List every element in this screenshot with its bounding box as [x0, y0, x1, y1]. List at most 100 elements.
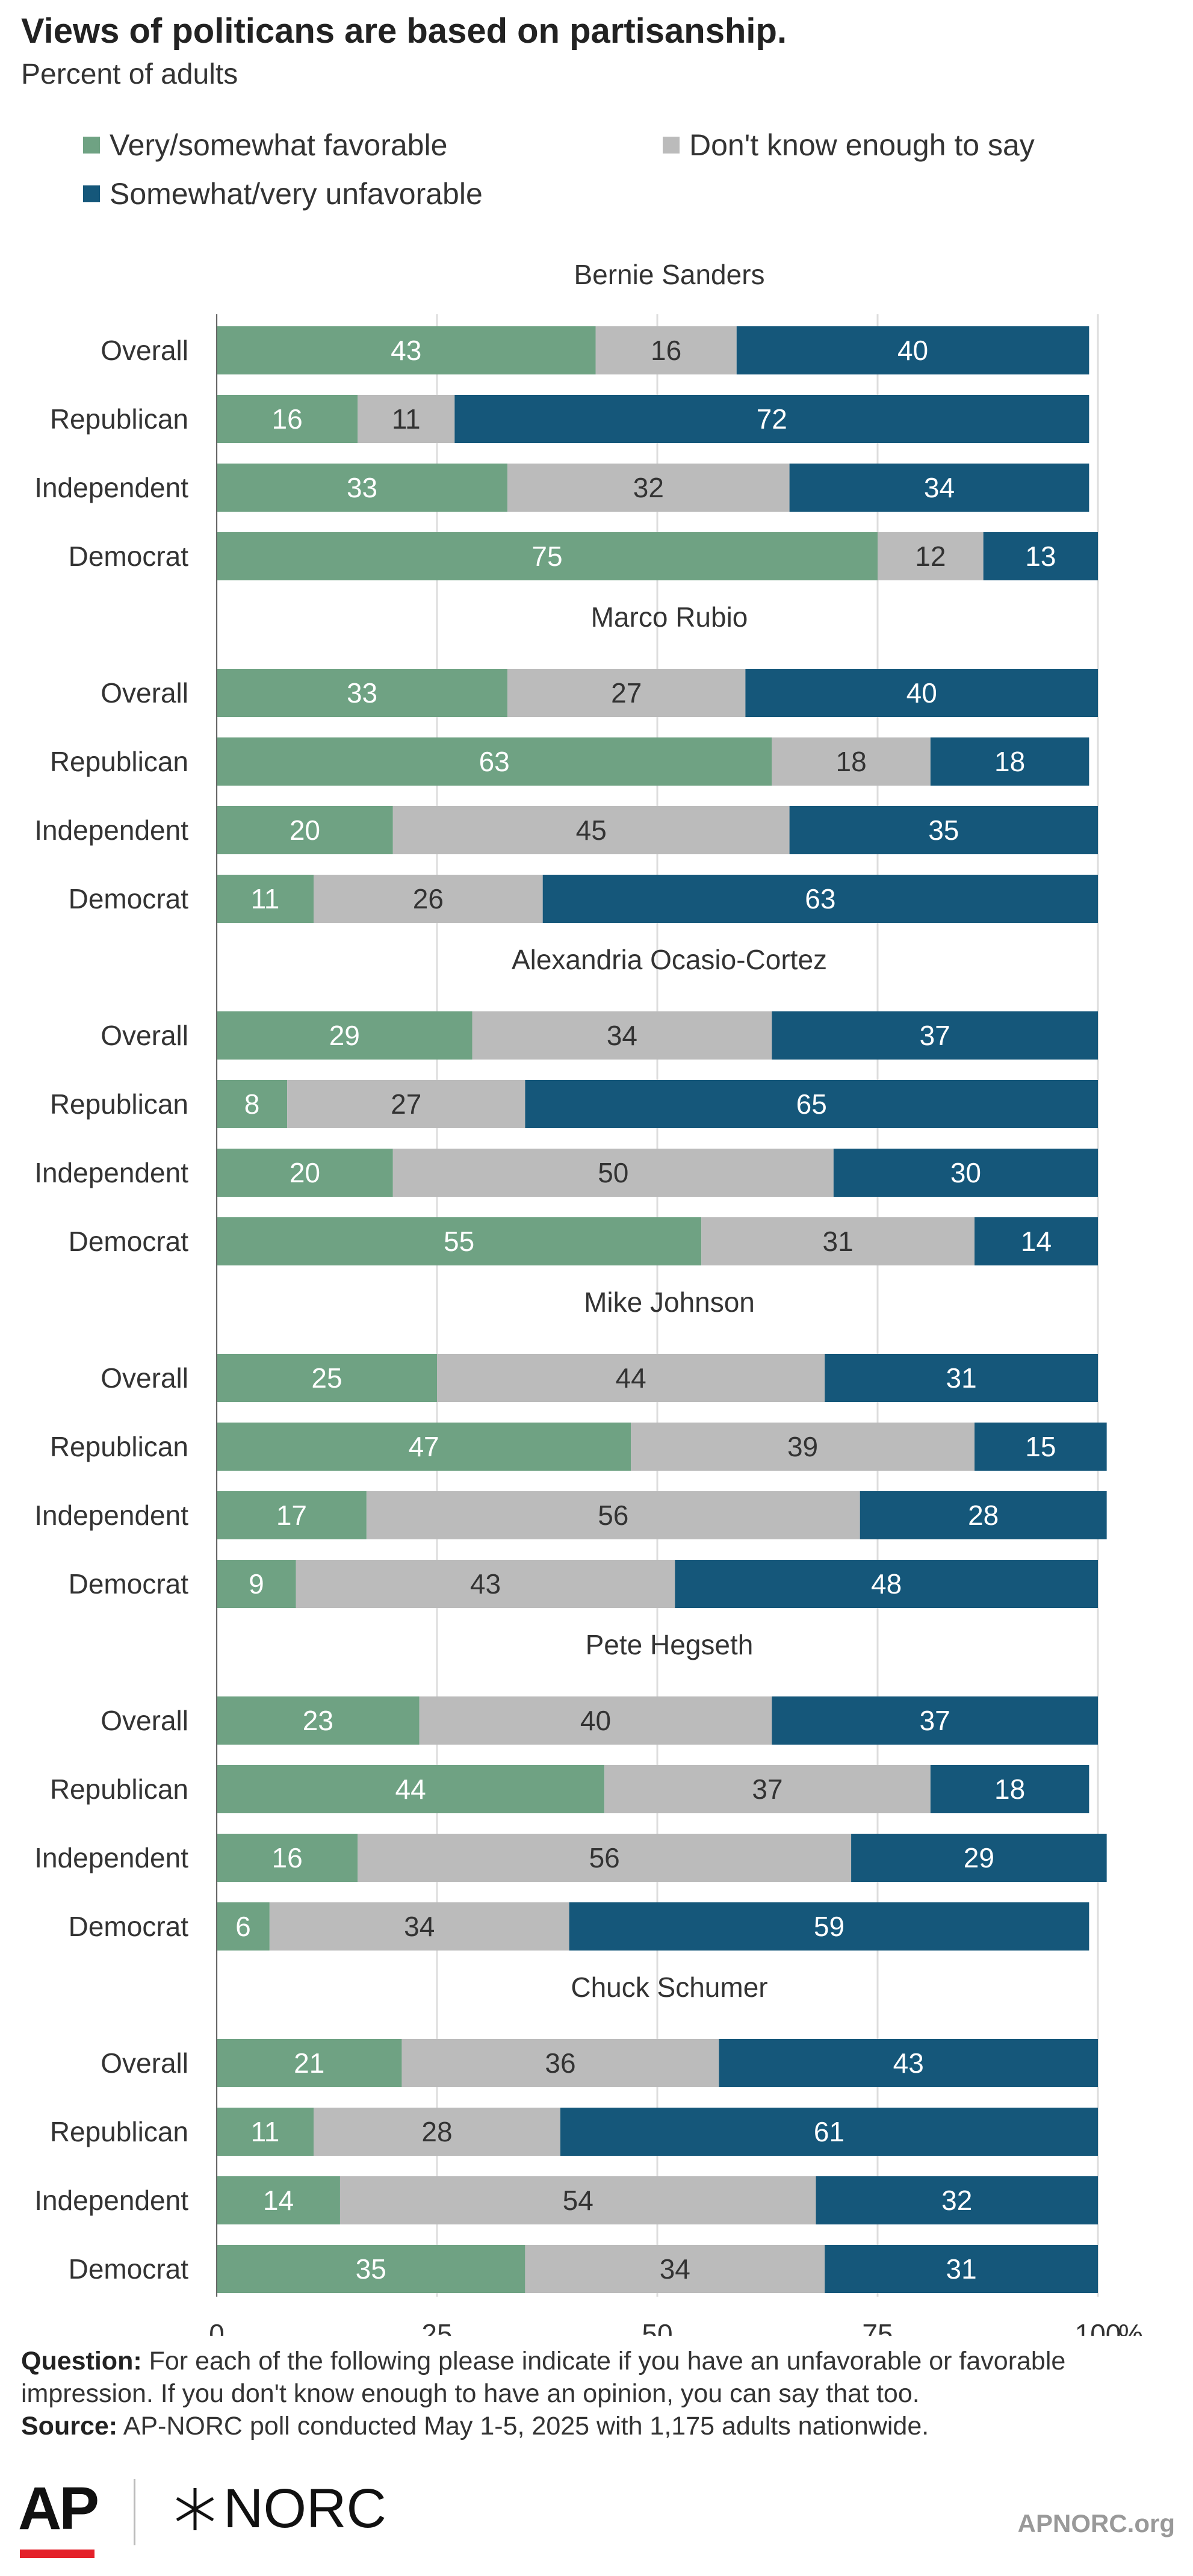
data-label-dont-know: 37 — [752, 1774, 782, 1805]
data-label-favorable: 35 — [356, 2253, 386, 2285]
bar-segment-favorable — [217, 1834, 358, 1882]
legend-item-dont-know: Don't know enough to say — [663, 128, 1035, 163]
x-axis-unit: % — [1118, 2318, 1143, 2336]
bar-segment-unfavorable — [816, 2176, 1098, 2224]
data-label-dont-know: 36 — [545, 2047, 575, 2079]
data-label-unfavorable: 72 — [757, 403, 787, 435]
data-label-favorable: 23 — [303, 1705, 333, 1736]
data-label-dont-know: 45 — [576, 815, 607, 846]
bar-segment-favorable — [217, 1217, 702, 1265]
bar-segment-favorable — [217, 532, 878, 580]
legend-label-favorable: Very/somewhat favorable — [110, 128, 448, 162]
row-label: Democrat — [69, 541, 189, 572]
bar-segment-dont-know — [604, 1765, 931, 1813]
norc-logo: NORC — [172, 2477, 386, 2540]
bar-segment-dont-know — [472, 1011, 772, 1060]
data-label-favorable: 20 — [290, 815, 320, 846]
norc-star-icon — [176, 2488, 214, 2530]
bar-segment-dont-know — [314, 875, 543, 923]
data-label-unfavorable: 18 — [994, 746, 1025, 777]
source-note: Source: AP-NORC poll conducted May 1-5, … — [21, 2410, 1177, 2442]
bar-segment-favorable — [217, 2176, 340, 2224]
bar-segment-unfavorable — [975, 1423, 1107, 1471]
legend-label-dont-know: Don't know enough to say — [689, 128, 1035, 162]
bar-segment-dont-know — [701, 1217, 975, 1265]
bar-segment-dont-know — [366, 1491, 860, 1539]
data-label-unfavorable: 28 — [968, 1500, 999, 1531]
data-label-favorable: 25 — [311, 1362, 342, 1394]
bar-segment-dont-know — [339, 2176, 816, 2224]
bar-segment-dont-know — [401, 2039, 719, 2087]
bar-segment-favorable — [217, 1011, 473, 1060]
x-tick-label-50: 50 — [642, 2318, 672, 2336]
data-label-dont-know: 12 — [915, 541, 946, 572]
row-label: Democrat — [69, 883, 189, 914]
row-label: Overall — [101, 1020, 188, 1051]
data-label-favorable: 55 — [444, 1226, 474, 1257]
data-label-favorable: 43 — [391, 335, 421, 366]
data-label-favorable: 16 — [272, 1842, 303, 1873]
data-label-dont-know: 40 — [580, 1705, 611, 1736]
bar-segment-dont-know — [507, 464, 790, 512]
row-label: Republican — [50, 403, 188, 435]
data-label-dont-know: 18 — [835, 746, 866, 777]
bar-segment-unfavorable — [736, 326, 1089, 374]
bar-segment-unfavorable — [789, 806, 1098, 854]
row-label: Republican — [50, 746, 188, 777]
data-label-unfavorable: 29 — [964, 1842, 994, 1873]
row-label: Republican — [50, 1431, 188, 1462]
bar-segment-dont-know — [287, 1080, 525, 1128]
bar-segment-unfavorable — [525, 1080, 1098, 1128]
row-label: Overall — [101, 1362, 188, 1394]
bar-segment-dont-know — [437, 1354, 825, 1402]
bar-segment-dont-know — [269, 1902, 569, 1951]
bar-segment-unfavorable — [719, 2039, 1098, 2087]
data-label-favorable: 8 — [244, 1088, 260, 1120]
chart-title: Views of politicans are based on partisa… — [21, 11, 787, 51]
data-label-favorable: 33 — [347, 472, 377, 503]
row-label: Democrat — [69, 1226, 189, 1257]
data-label-favorable: 20 — [290, 1157, 320, 1188]
question-label: Question: — [21, 2347, 142, 2376]
data-label-unfavorable: 37 — [920, 1020, 950, 1051]
bar-segment-dont-know — [358, 395, 455, 443]
row-label: Independent — [34, 815, 188, 846]
data-label-unfavorable: 59 — [814, 1911, 844, 1942]
bar-segment-dont-know — [314, 2108, 560, 2156]
stacked-bar-chart: 0 25 50 75 100% Bernie Sanders Overall 43 16 40 Re… — [34, 259, 1143, 2336]
data-label-unfavorable: 65 — [796, 1088, 827, 1120]
bar-segment-unfavorable — [851, 1834, 1107, 1882]
bar-segment-dont-know — [631, 1423, 975, 1471]
x-tick-label-100: 100 — [1075, 2318, 1121, 2336]
bar-segment-dont-know — [772, 737, 931, 786]
data-label-unfavorable: 32 — [941, 2185, 972, 2216]
question-note: Question: For each of the following plea… — [21, 2345, 1177, 2410]
data-label-dont-know: 44 — [615, 1362, 646, 1394]
group-title: Marco Rubio — [591, 601, 748, 633]
bar-segment-favorable — [217, 326, 596, 374]
data-label-unfavorable: 63 — [805, 883, 835, 914]
group-title: Bernie Sanders — [574, 259, 764, 290]
data-label-favorable: 75 — [531, 541, 562, 572]
data-label-favorable: 11 — [251, 883, 280, 914]
data-label-unfavorable: 48 — [871, 1568, 902, 1600]
bar-segment-favorable — [217, 669, 508, 717]
data-label-dont-know: 27 — [391, 1088, 421, 1120]
bar-segment-unfavorable — [975, 1217, 1098, 1265]
chart-notes: Question: For each of the following plea… — [21, 2345, 1177, 2442]
data-label-dont-know: 56 — [589, 1842, 620, 1873]
chart-subtitle: Percent of adults — [21, 58, 238, 90]
bar-segment-unfavorable — [825, 2245, 1098, 2293]
data-label-unfavorable: 30 — [950, 1157, 981, 1188]
group-title: Pete Hegseth — [586, 1629, 754, 1660]
bar-segment-unfavorable — [772, 1011, 1098, 1060]
bar-segment-unfavorable — [789, 464, 1089, 512]
bar-segment-unfavorable — [983, 532, 1098, 580]
bar-segment-unfavorable — [675, 1560, 1098, 1608]
row-label: Democrat — [69, 1568, 189, 1600]
data-label-dont-know: 26 — [413, 883, 444, 914]
data-label-unfavorable: 61 — [814, 2116, 844, 2147]
bar-segment-dont-know — [419, 1696, 772, 1745]
data-label-favorable: 63 — [479, 746, 510, 777]
legend-swatch-unfavorable — [83, 185, 100, 202]
